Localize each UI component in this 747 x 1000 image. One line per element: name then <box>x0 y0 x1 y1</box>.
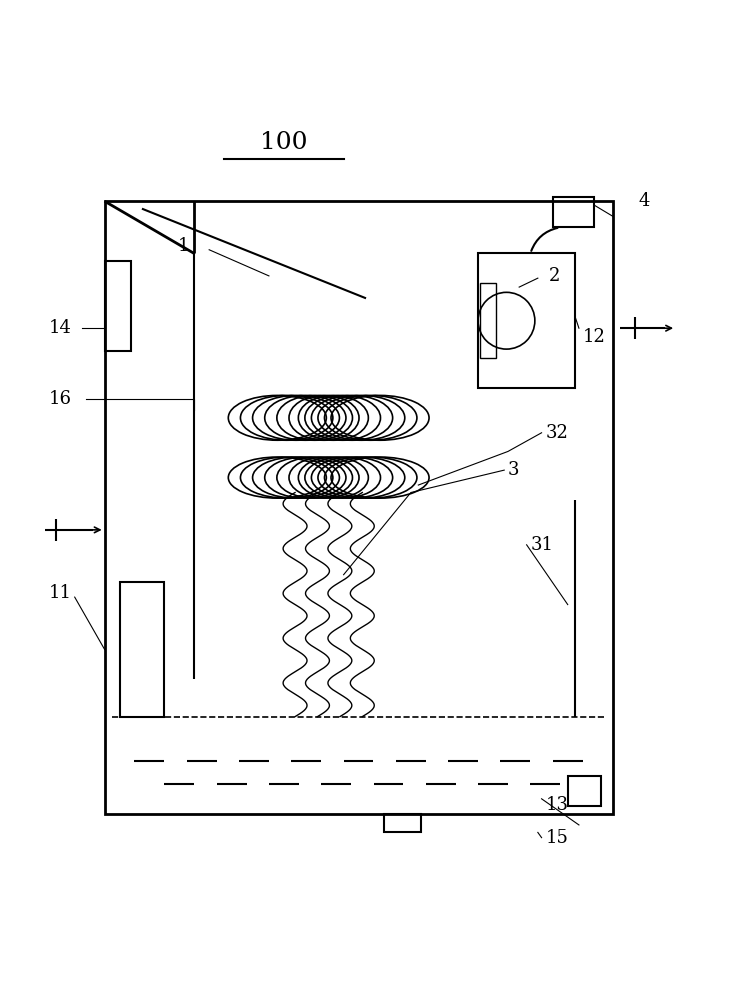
Text: 12: 12 <box>583 328 606 346</box>
Text: 11: 11 <box>49 584 72 602</box>
Text: 2: 2 <box>549 267 560 285</box>
Text: 15: 15 <box>545 829 568 847</box>
Text: 14: 14 <box>49 319 72 337</box>
Text: 32: 32 <box>545 424 568 442</box>
Text: 1: 1 <box>177 237 189 255</box>
Text: 100: 100 <box>260 131 308 154</box>
Text: 31: 31 <box>530 536 554 554</box>
Text: 16: 16 <box>49 390 72 408</box>
Text: 4: 4 <box>639 192 650 210</box>
Text: 13: 13 <box>545 796 568 814</box>
Text: 3: 3 <box>508 461 519 479</box>
